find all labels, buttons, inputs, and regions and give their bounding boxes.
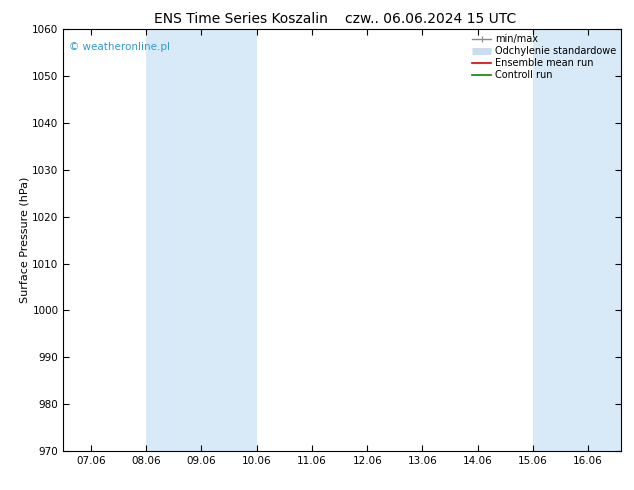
Text: czw.. 06.06.2024 15 UTC: czw.. 06.06.2024 15 UTC (346, 12, 517, 26)
Bar (146, 29, 257, 451)
Y-axis label: Surface Pressure (hPa): Surface Pressure (hPa) (20, 177, 30, 303)
Text: ENS Time Series Koszalin: ENS Time Series Koszalin (154, 12, 328, 26)
Legend: min/max, Odchylenie standardowe, Ensemble mean run, Controll run: min/max, Odchylenie standardowe, Ensembl… (469, 31, 619, 83)
Bar (533, 29, 588, 451)
Text: © weatheronline.pl: © weatheronline.pl (69, 42, 170, 52)
Bar (588, 29, 621, 451)
